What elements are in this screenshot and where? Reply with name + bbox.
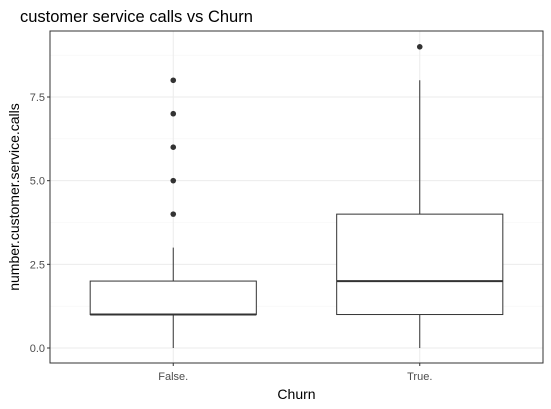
boxplot-false	[89, 77, 257, 348]
y-tick-label: 5.0	[30, 176, 45, 188]
chart-title: customer service calls vs Churn	[20, 8, 253, 26]
box-iqr	[336, 213, 504, 316]
y-tick-label: 7.5	[30, 92, 45, 104]
outlier-point	[170, 110, 177, 117]
x-tick-label: True.	[407, 371, 432, 383]
y-tick-label: 2.5	[30, 259, 45, 271]
x-axis-title: Churn	[277, 386, 315, 402]
y-axis-title: number.customer.service.calls	[6, 103, 22, 291]
outlier-point	[170, 77, 177, 84]
x-tick-label: False.	[158, 371, 188, 383]
axes: 0.0 2.5 5.0 7.5 False. True.	[30, 92, 433, 383]
outlier-point	[170, 177, 177, 184]
y-tick-label: 0.0	[30, 343, 45, 355]
boxplots	[89, 44, 504, 348]
outlier-point	[170, 144, 177, 150]
outlier-point	[170, 211, 177, 217]
panel-border	[49, 30, 544, 364]
outlier-point	[416, 44, 423, 50]
boxplot-true	[336, 44, 504, 348]
box-iqr	[89, 280, 257, 316]
